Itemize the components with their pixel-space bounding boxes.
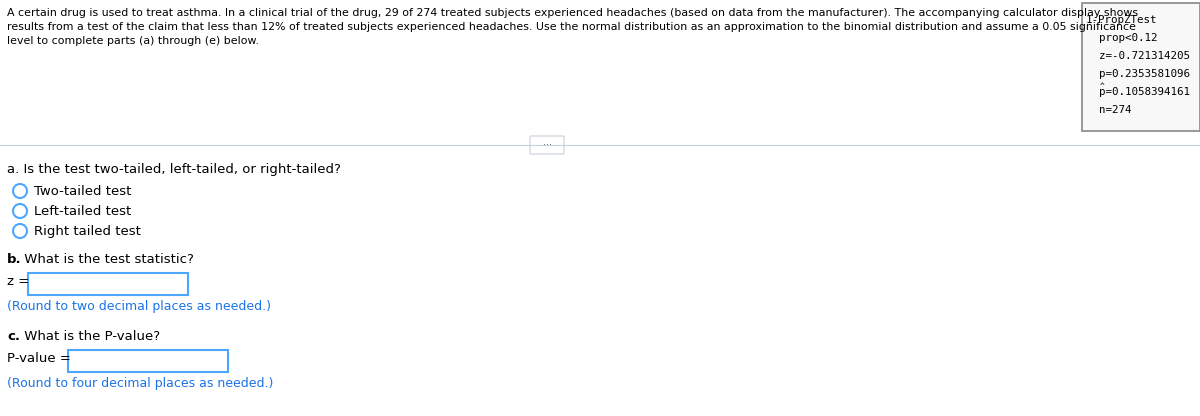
Text: n=274: n=274 (1086, 105, 1132, 115)
Text: ···: ··· (542, 140, 552, 150)
Text: 1-PropZTest: 1-PropZTest (1086, 15, 1158, 25)
Text: z =: z = (7, 275, 29, 288)
Text: A certain drug is used to treat asthma. In a clinical trial of the drug, 29 of 2: A certain drug is used to treat asthma. … (7, 8, 1138, 18)
Text: (Round to four decimal places as needed.): (Round to four decimal places as needed.… (7, 377, 274, 390)
Text: What is the P-value?: What is the P-value? (20, 330, 160, 343)
Text: (Round to two decimal places as needed.): (Round to two decimal places as needed.) (7, 300, 271, 313)
Text: a. Is the test two-tailed, left-tailed, or right-tailed?: a. Is the test two-tailed, left-tailed, … (7, 163, 341, 176)
Text: b.: b. (7, 253, 22, 266)
Text: p=0.1058394161: p=0.1058394161 (1086, 87, 1190, 97)
Text: results from a test of the claim that less than 12% of treated subjects experien: results from a test of the claim that le… (7, 22, 1136, 32)
Text: ^: ^ (1100, 82, 1105, 91)
Circle shape (13, 184, 28, 198)
Text: Two-tailed test: Two-tailed test (34, 185, 131, 198)
Circle shape (13, 224, 28, 238)
Text: level to complete parts (a) through (e) below.: level to complete parts (a) through (e) … (7, 36, 259, 46)
Circle shape (13, 204, 28, 218)
FancyBboxPatch shape (68, 350, 228, 372)
FancyBboxPatch shape (1082, 3, 1200, 131)
Text: Left-tailed test: Left-tailed test (34, 205, 131, 218)
Text: What is the test statistic?: What is the test statistic? (20, 253, 194, 266)
Text: Right tailed test: Right tailed test (34, 225, 140, 238)
FancyBboxPatch shape (28, 273, 188, 295)
Text: z=-0.721314205: z=-0.721314205 (1086, 51, 1190, 61)
Text: P-value =: P-value = (7, 352, 71, 365)
Text: prop<0.12: prop<0.12 (1086, 33, 1158, 43)
Text: p=0.2353581096: p=0.2353581096 (1086, 69, 1190, 79)
FancyBboxPatch shape (530, 136, 564, 154)
Text: c.: c. (7, 330, 20, 343)
